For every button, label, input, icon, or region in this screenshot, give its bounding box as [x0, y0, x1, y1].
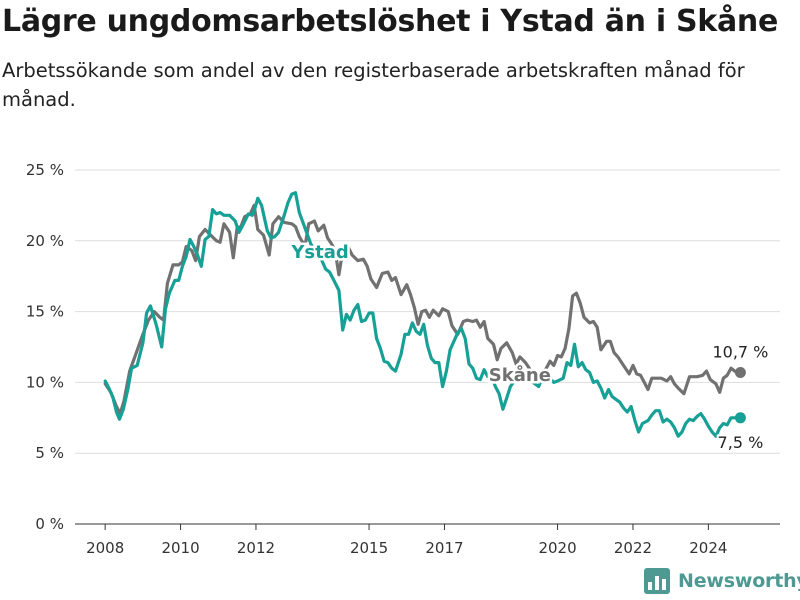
brand-logo[interactable]: Newsworthy: [644, 568, 800, 594]
end-value-label-skåne: 10,7 %: [712, 342, 768, 361]
series-line-ystad: [103, 191, 742, 438]
brand-name: Newsworthy: [678, 570, 800, 592]
x-tick-label: 2017: [425, 539, 463, 557]
series-lines: [103, 191, 746, 438]
x-tick-label: 2012: [237, 539, 275, 557]
y-tick-label: 0 %: [35, 515, 64, 533]
series-name-label-ystad: Ystad: [290, 242, 348, 263]
y-tick-label: 10 %: [26, 373, 64, 391]
x-tick-label: 2008: [86, 539, 124, 557]
end-point-skåne: [734, 366, 746, 378]
x-tick-label: 2010: [161, 539, 199, 557]
x-tick-label: 2020: [538, 539, 576, 557]
chart-subtitle: Arbetssökande som andel av den registerb…: [2, 59, 745, 111]
y-tick-label: 15 %: [26, 303, 64, 321]
series-name-label-skåne: Skåne: [489, 364, 551, 386]
series-line-skåne: [103, 203, 742, 416]
y-tick-label: 25 %: [26, 161, 64, 179]
axes: 0 % 5 % 10 % 15 % 20 % 25 % 2008 2010 2012 2015 20…: [26, 161, 780, 557]
chart-title: Lägre ungdomsarbetslöshet i Ystad än i S…: [2, 4, 778, 39]
bar-chart-logo-icon: [644, 568, 670, 594]
chart-labels: 10,7 % 7,5 % Ystad Skåne: [288, 239, 771, 454]
end-value-label-ystad: 7,5 %: [718, 433, 764, 452]
y-tick-label: 5 %: [35, 444, 64, 462]
end-point-ystad: [734, 412, 746, 424]
y-tick-label: 20 %: [26, 232, 64, 250]
x-tick-label: 2015: [350, 539, 388, 557]
x-tick-label: 2024: [689, 539, 727, 557]
x-tick-label: 2022: [614, 539, 652, 557]
